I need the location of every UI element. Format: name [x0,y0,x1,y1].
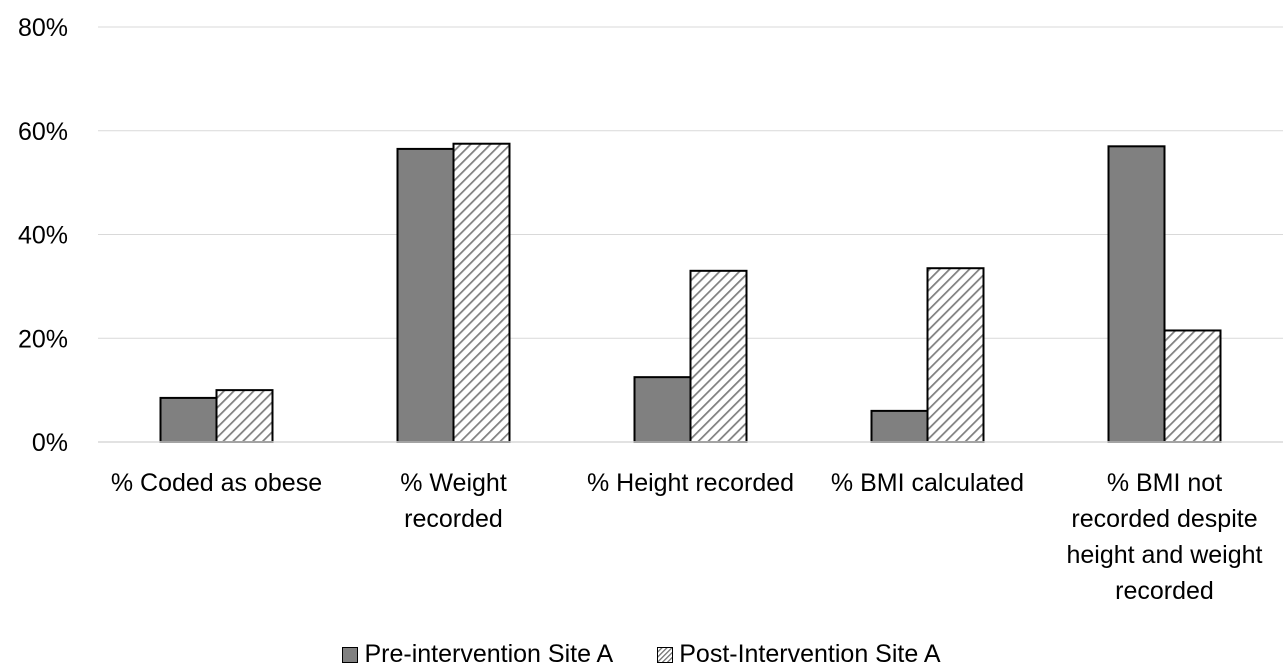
legend-label-pre: Pre-intervention Site A [364,640,614,668]
bars [159,142,1222,443]
y-tick-label: 40% [18,222,68,250]
bar-pre-intervention [1107,145,1166,443]
x-category-label: % Height recorded [587,469,794,497]
legend-swatch-post [657,646,674,663]
bar-post-intervention [689,269,748,443]
y-tick-label: 80% [18,14,68,42]
bar-chart: 0% 20% 40% 60% 80% % Coded as obese % Weight r… [18,14,1283,605]
bar-post-intervention [452,142,511,443]
x-axis-category-labels: % Coded as obese % Weight recorded % Height… [111,469,1263,605]
y-tick-label: 0% [32,429,68,457]
legend-item-post: Post-Intervention Site A [657,640,941,669]
x-category-label: % Weight recorded [400,469,507,533]
legend: Pre-intervention Site A Post-Interventio… [0,640,1283,669]
legend-label-post: Post-Intervention Site A [679,640,941,668]
bar-post-intervention [926,267,985,443]
bar-post-intervention [215,389,274,443]
x-category-label: % BMI calculated [831,469,1024,497]
y-tick-label: 60% [18,118,68,146]
bar-pre-intervention [396,147,455,443]
legend-item-pre: Pre-intervention Site A [342,640,613,669]
bar-pre-intervention [633,376,692,443]
bar-pre-intervention [870,409,929,443]
x-category-label: % BMI not recorded despite height and weig… [1067,469,1263,605]
bar-post-intervention [1163,329,1222,443]
bar-pre-intervention [159,396,218,443]
y-tick-label: 20% [18,325,68,353]
x-category-label: % Coded as obese [111,469,322,497]
y-axis-tick-labels: 0% 20% 40% 60% 80% [18,14,68,457]
legend-swatch-pre [342,646,359,663]
